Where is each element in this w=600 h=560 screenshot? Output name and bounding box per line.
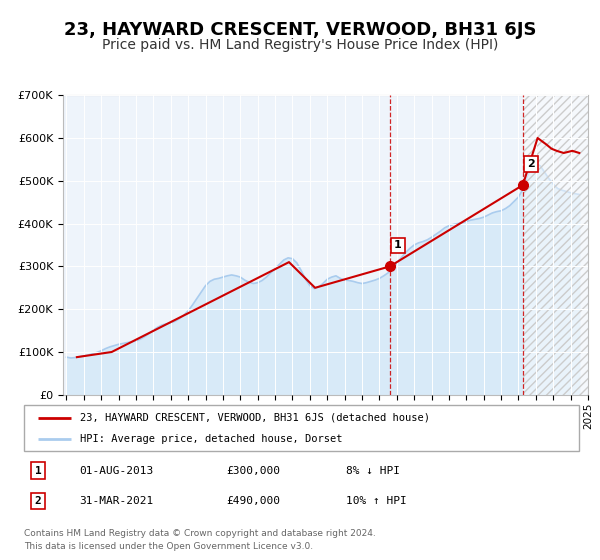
Text: 2: 2 xyxy=(35,496,41,506)
Text: 1: 1 xyxy=(35,465,41,475)
Text: HPI: Average price, detached house, Dorset: HPI: Average price, detached house, Dors… xyxy=(79,434,342,444)
Text: 2: 2 xyxy=(527,159,535,169)
Text: 31-MAR-2021: 31-MAR-2021 xyxy=(79,496,154,506)
Text: Contains HM Land Registry data © Crown copyright and database right 2024.: Contains HM Land Registry data © Crown c… xyxy=(24,529,376,538)
Text: 1: 1 xyxy=(394,240,402,250)
Text: 23, HAYWARD CRESCENT, VERWOOD, BH31 6JS (detached house): 23, HAYWARD CRESCENT, VERWOOD, BH31 6JS … xyxy=(79,413,430,423)
FancyBboxPatch shape xyxy=(24,405,579,451)
Text: £300,000: £300,000 xyxy=(227,465,281,475)
Text: £490,000: £490,000 xyxy=(227,496,281,506)
Text: 01-AUG-2013: 01-AUG-2013 xyxy=(79,465,154,475)
Text: 23, HAYWARD CRESCENT, VERWOOD, BH31 6JS: 23, HAYWARD CRESCENT, VERWOOD, BH31 6JS xyxy=(64,21,536,39)
Text: 8% ↓ HPI: 8% ↓ HPI xyxy=(346,465,400,475)
Bar xyxy=(523,95,600,395)
Text: 10% ↑ HPI: 10% ↑ HPI xyxy=(346,496,407,506)
Text: This data is licensed under the Open Government Licence v3.0.: This data is licensed under the Open Gov… xyxy=(24,542,313,551)
Text: Price paid vs. HM Land Registry's House Price Index (HPI): Price paid vs. HM Land Registry's House … xyxy=(102,38,498,52)
Bar xyxy=(523,95,600,395)
